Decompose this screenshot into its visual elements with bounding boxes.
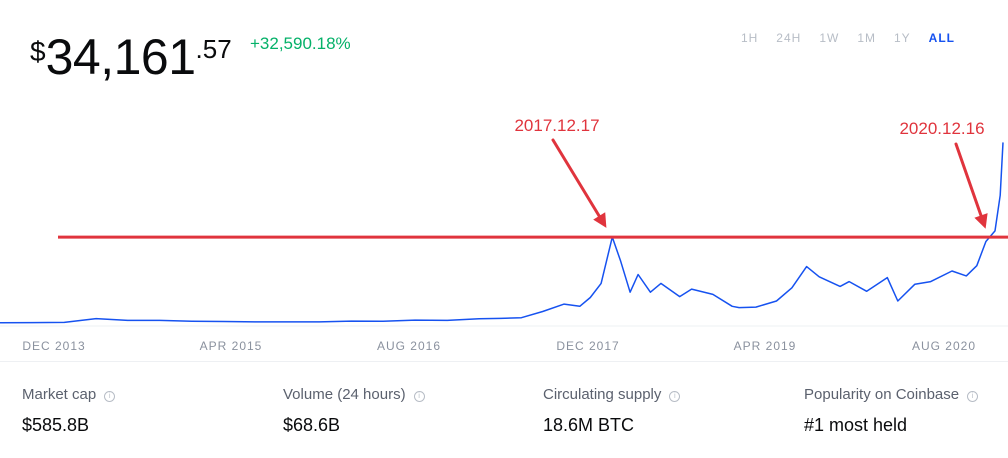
stat-value: 18.6M BTC (543, 415, 635, 435)
stat-value: $585.8B (22, 415, 90, 435)
stat-label: Popularity on Coinbase (804, 386, 960, 403)
price-integer: 34,161 (45, 29, 196, 85)
stat-label: Circulating supply (543, 386, 662, 403)
x-tick-label: AUG 2016 (377, 339, 441, 353)
stat-value: #1 most held (804, 415, 908, 435)
time-range-selector: 1H 24H 1W 1M 1Y ALL (732, 31, 964, 45)
price-chart-svg: 2017.12.17 2020.12.16 DEC 2013 APR 2015 AUG … (0, 116, 1008, 353)
range-1w[interactable]: 1W (819, 31, 840, 45)
x-tick-label: APR 2015 (200, 339, 263, 353)
stat-circulating-supply: Circulating supply i 18.6M BTC (543, 386, 681, 436)
price-change-percent: +32,590.18% (250, 34, 351, 53)
price-display: $ 34,161 .57 (30, 30, 232, 84)
info-icon[interactable]: i (413, 391, 425, 402)
info-icon[interactable]: i (967, 391, 979, 402)
annotation-arrow-head (593, 212, 607, 228)
annotation-label: 2020.12.16 (899, 119, 984, 138)
annotation-arrow-shaft (551, 138, 604, 223)
x-tick-label: AUG 2020 (912, 339, 976, 353)
stat-label: Market cap (22, 386, 97, 403)
price-decimal: .57 (195, 34, 232, 64)
price-currency-symbol: $ (30, 36, 46, 67)
annotation-arrow-head (974, 213, 988, 229)
stat-popularity: Popularity on Coinbase i #1 most held (804, 386, 979, 436)
x-tick-label: APR 2019 (734, 339, 797, 353)
range-1h[interactable]: 1H (740, 31, 759, 45)
stat-value: $68.6B (283, 415, 341, 435)
price-chart[interactable]: 2017.12.17 2020.12.16 DEC 2013 APR 2015 AUG … (0, 80, 1008, 370)
stat-volume: Volume (24 hours) i $68.6B (283, 386, 425, 436)
x-tick-label: DEC 2017 (556, 339, 619, 353)
x-tick-label: DEC 2013 (22, 339, 85, 353)
range-1y[interactable]: 1Y (893, 31, 911, 45)
range-1m[interactable]: 1M (857, 31, 876, 45)
annotation-arrow-shaft (954, 142, 985, 223)
range-24h[interactable]: 24H (776, 31, 802, 45)
annotation-label: 2017.12.17 (514, 116, 599, 135)
chart-divider (0, 361, 1008, 362)
info-icon[interactable]: i (104, 391, 116, 402)
stat-label: Volume (24 hours) (283, 386, 406, 403)
stat-market-cap: Market cap i $585.8B (22, 386, 116, 436)
info-icon[interactable]: i (669, 391, 681, 402)
price-series-line (0, 142, 1004, 324)
range-all[interactable]: ALL (928, 31, 955, 45)
